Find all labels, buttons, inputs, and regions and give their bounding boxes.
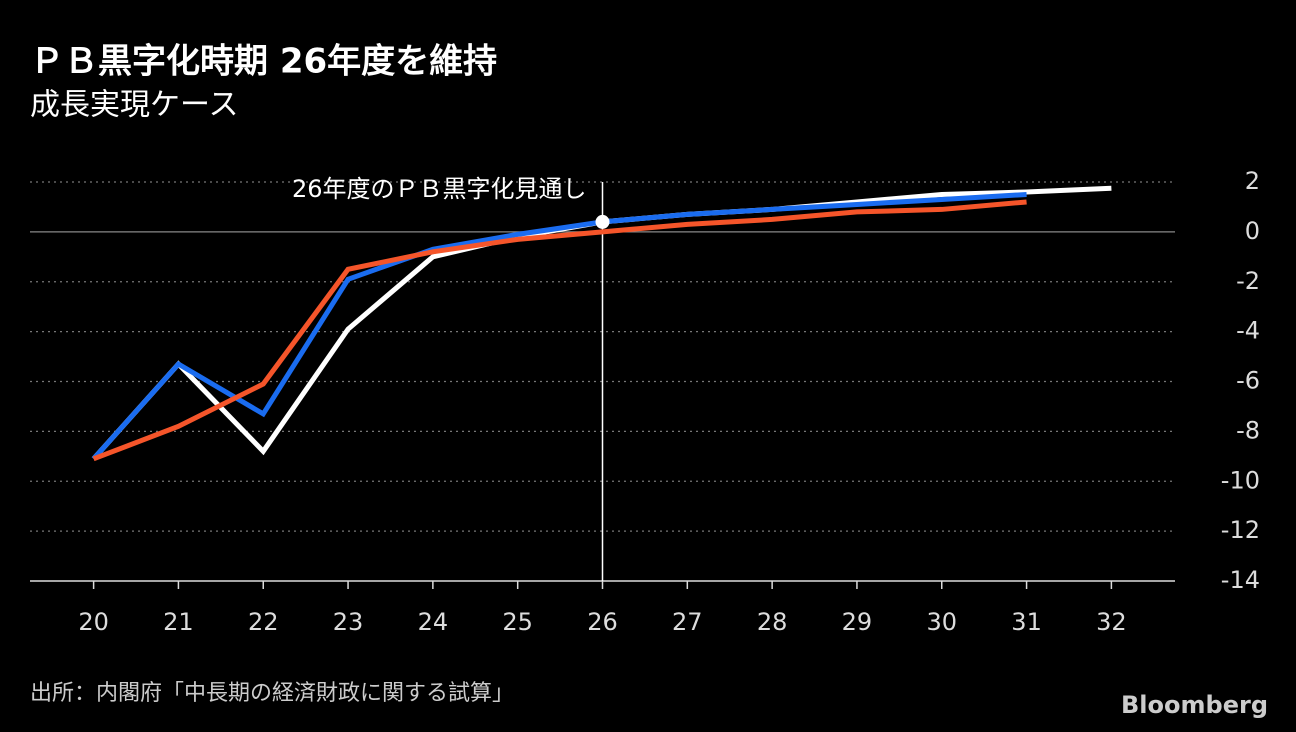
y-tick-label: -8 <box>1236 416 1260 444</box>
annotation-dot <box>595 214 610 229</box>
source: 出所：内閣府「中長期の経済財政に関する試算」 <box>30 681 514 706</box>
x-tick-label: 29 <box>842 608 873 636</box>
y-tick-label: -14 <box>1221 566 1260 594</box>
x-tick-label: 20 <box>78 608 109 636</box>
x-tick-label: 24 <box>418 608 449 636</box>
x-tick-label: 21 <box>163 608 194 636</box>
y-tick-label: -6 <box>1236 367 1260 395</box>
y-tick-label: 2 <box>1245 167 1260 195</box>
annotation-label: 26年度のＰＢ黒字化見通し <box>292 175 587 203</box>
series-line <box>92 199 1027 462</box>
brand-logo: Bloomberg <box>1121 691 1268 719</box>
x-tick-label: 27 <box>672 608 703 636</box>
x-tick-label: 23 <box>333 608 364 636</box>
x-tick-label: 22 <box>248 608 279 636</box>
y-tick-label: -10 <box>1221 466 1260 494</box>
chart-title: ＰＢ黒字化時期 26年度を維持 <box>30 42 497 82</box>
chart-subtitle: 成長実現ケース <box>30 88 239 123</box>
y-tick-label: -12 <box>1221 516 1260 544</box>
x-tick-label: 26 <box>587 608 618 636</box>
x-tick-label: 28 <box>757 608 788 636</box>
x-tick-label: 25 <box>502 608 533 636</box>
series-line <box>91 191 1027 461</box>
y-tick-label: -2 <box>1236 267 1260 295</box>
y-tick-label: 0 <box>1245 217 1260 245</box>
x-tick-label: 31 <box>1011 608 1042 636</box>
x-tick-label: 32 <box>1096 608 1127 636</box>
y-tick-label: -4 <box>1236 317 1260 345</box>
x-tick-label: 30 <box>926 608 957 636</box>
